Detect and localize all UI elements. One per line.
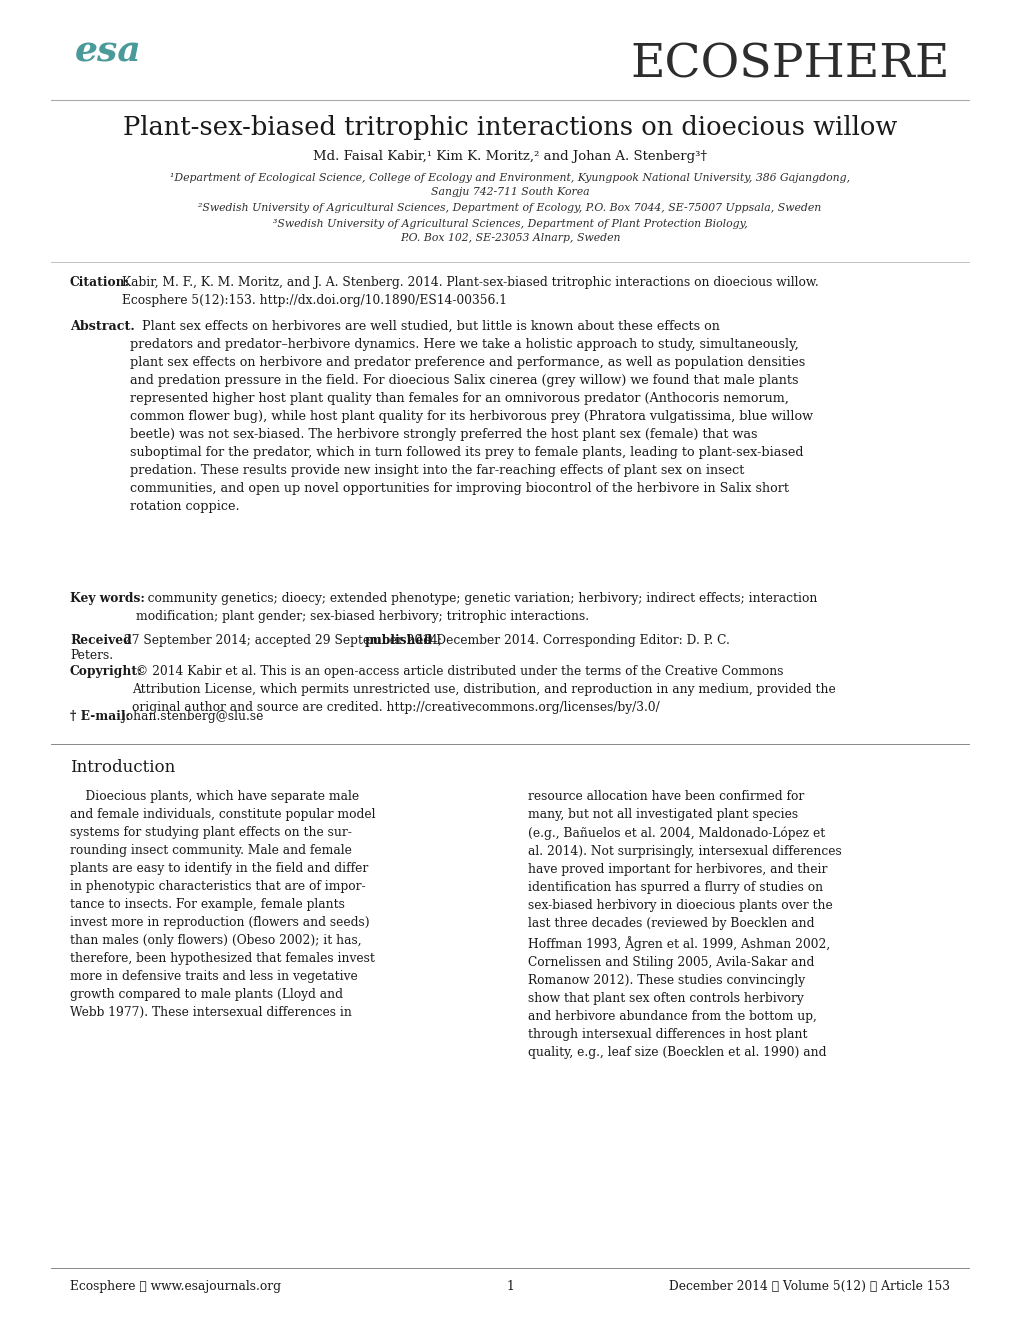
Text: Plant sex effects on herbivores are well studied, but little is known about thes: Plant sex effects on herbivores are well… — [129, 319, 812, 513]
Text: ECOSPHERE: ECOSPHERE — [630, 42, 949, 87]
Text: published: published — [365, 634, 433, 647]
Text: Copyright:: Copyright: — [70, 665, 143, 678]
Text: esa: esa — [75, 36, 142, 69]
Text: Introduction: Introduction — [70, 759, 175, 776]
Text: © 2014 Kabir et al. This is an open-access article distributed under the terms o: © 2014 Kabir et al. This is an open-acce… — [131, 665, 835, 714]
Text: Received: Received — [70, 634, 131, 647]
Text: Citation:: Citation: — [70, 276, 130, 289]
Text: † E-mail:: † E-mail: — [70, 710, 130, 723]
Text: Dioecious plants, which have separate male
and female individuals, constitute po: Dioecious plants, which have separate ma… — [70, 789, 375, 1019]
Text: Abstract.: Abstract. — [70, 319, 135, 333]
Text: 27 September 2014; accepted 29 September 2014;: 27 September 2014; accepted 29 September… — [120, 634, 445, 647]
Text: resource allocation have been confirmed for
many, but not all investigated plant: resource allocation have been confirmed … — [528, 789, 841, 1059]
Text: Kabir, M. F., K. M. Moritz, and J. A. Stenberg. 2014. Plant-sex-biased tritrophi: Kabir, M. F., K. M. Moritz, and J. A. St… — [122, 276, 818, 308]
Text: 1: 1 — [505, 1280, 514, 1294]
Text: 19 December 2014. Corresponding Editor: D. P. C.: 19 December 2014. Corresponding Editor: … — [413, 634, 730, 647]
Text: ²Swedish University of Agricultural Sciences, Department of Ecology, P.O. Box 70: ²Swedish University of Agricultural Scie… — [198, 203, 821, 213]
Text: Ecosphere ❖ www.esajournals.org: Ecosphere ❖ www.esajournals.org — [70, 1280, 280, 1294]
Text: Plant-sex-biased tritrophic interactions on dioecious willow: Plant-sex-biased tritrophic interactions… — [122, 115, 897, 140]
Text: Peters.: Peters. — [70, 649, 113, 663]
Text: ¹Department of Ecological Science, College of Ecology and Environment, Kyungpook: ¹Department of Ecological Science, Colle… — [170, 173, 849, 197]
Text: Md. Faisal Kabir,¹ Kim K. Moritz,² and Johan A. Stenberg³†: Md. Faisal Kabir,¹ Kim K. Moritz,² and J… — [313, 150, 706, 162]
Text: community genetics; dioecy; extended phenotype; genetic variation; herbivory; in: community genetics; dioecy; extended phe… — [136, 591, 816, 623]
Text: Key words:: Key words: — [70, 591, 145, 605]
Text: ³Swedish University of Agricultural Sciences, Department of Plant Protection Bio: ³Swedish University of Agricultural Scie… — [272, 219, 747, 243]
Text: December 2014 ❖ Volume 5(12) ❖ Article 153: December 2014 ❖ Volume 5(12) ❖ Article 1… — [668, 1280, 949, 1294]
Text: johan.stenberg@slu.se: johan.stenberg@slu.se — [118, 710, 263, 723]
